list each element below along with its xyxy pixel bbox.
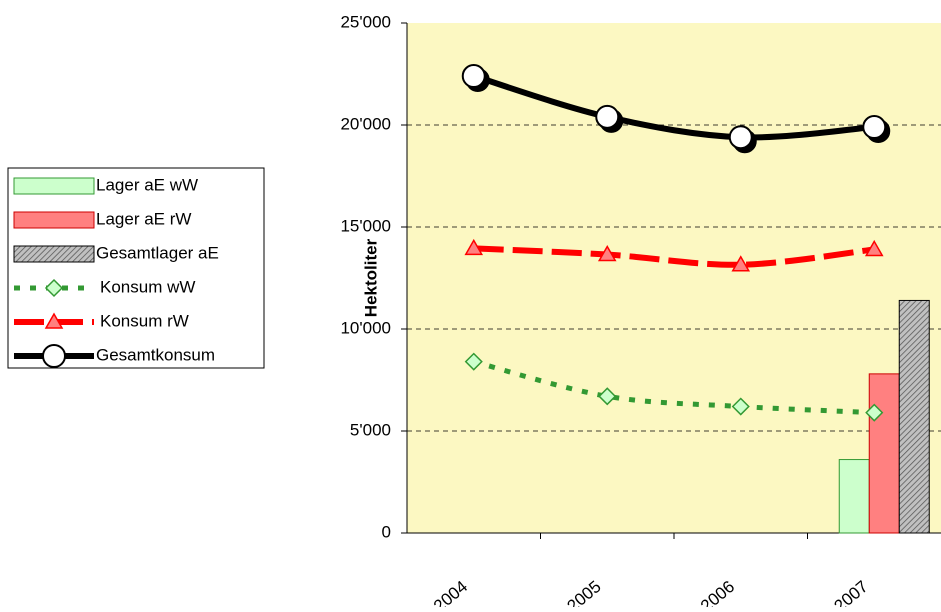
marker <box>598 387 617 406</box>
legend-label: Lager aE wW <box>96 175 198 194</box>
plot-area <box>407 23 941 533</box>
marker <box>595 104 620 129</box>
legend-label: Gesamtlager aE <box>96 243 219 262</box>
legend <box>7 167 265 369</box>
y-tick-label: 20'000 <box>340 114 391 133</box>
legend-label: Konsum wW <box>100 277 195 296</box>
x-tick-label: 2005 <box>564 577 605 607</box>
bar <box>898 299 930 534</box>
y-tick-label: 15'000 <box>340 216 391 235</box>
legend-label: Gesamtkonsum <box>96 345 215 364</box>
marker <box>864 239 884 257</box>
legend-marker <box>44 312 64 329</box>
bar <box>838 459 870 534</box>
legend-swatch <box>13 211 95 229</box>
x-tick-label: 2007 <box>831 577 872 607</box>
y-tick-label: 10'000 <box>340 318 391 337</box>
marker <box>731 255 751 272</box>
line <box>473 245 875 268</box>
marker <box>728 125 753 150</box>
marker <box>464 352 483 371</box>
marker <box>464 238 484 256</box>
x-tick-label: 2006 <box>697 577 738 607</box>
marker <box>731 397 750 416</box>
y-tick-label: 25'000 <box>340 12 391 31</box>
marker <box>461 64 486 89</box>
marker <box>862 115 887 140</box>
y-tick-label: 0 <box>382 522 391 541</box>
legend-label: Lager aE rW <box>96 209 191 228</box>
x-tick-label: 2004 <box>430 577 471 607</box>
marker <box>865 403 884 422</box>
bar <box>868 373 900 534</box>
marker <box>597 245 617 262</box>
legend-marker <box>42 344 66 368</box>
legend-label: Konsum rW <box>100 311 189 330</box>
legend-marker <box>44 278 64 298</box>
line <box>472 73 875 141</box>
y-tick-label: 5'000 <box>350 420 391 439</box>
legend-swatch <box>13 177 95 195</box>
legend-swatch <box>13 245 95 263</box>
y-axis-label: Hektoliter <box>361 238 380 317</box>
